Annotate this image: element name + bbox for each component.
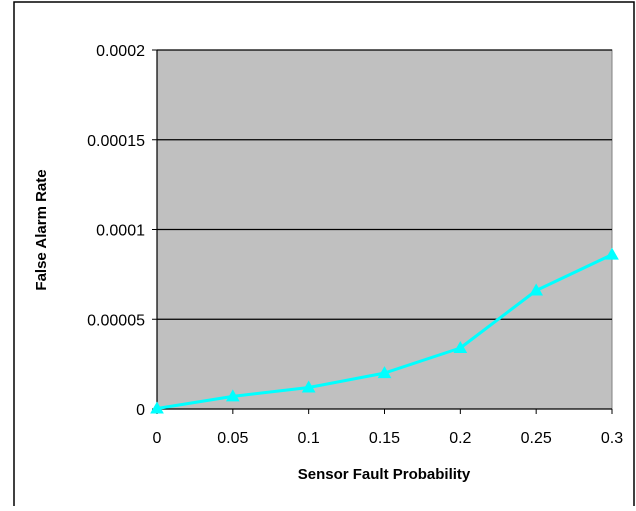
x-tick-label: 0.3 [601, 430, 623, 447]
x-tick-labels: 0 0.05 0.1 0.15 0.2 0.25 0.3 [153, 430, 624, 447]
y-tick-label: 0.0002 [96, 43, 145, 60]
data-point [453, 340, 468, 353]
x-tick-label: 0.25 [521, 430, 552, 447]
chart-border [13, 1, 635, 506]
x-axis-title: Sensor Fault Probability [298, 466, 471, 483]
x-tick-label: 0.05 [217, 430, 248, 447]
y-tick-labels: 0 0.00005 0.0001 0.00015 0.0002 [87, 43, 145, 419]
x-tick-label: 0.1 [298, 430, 320, 447]
data-point [301, 380, 316, 393]
data-point [225, 389, 240, 402]
y-tick-label: 0.00005 [87, 312, 145, 329]
data-point [529, 283, 544, 296]
y-axis-title: False Alarm Rate [33, 169, 50, 290]
axes [152, 49, 613, 414]
y-tick-label: 0 [136, 402, 145, 419]
data-point [605, 247, 619, 260]
x-tick-label: 0.15 [369, 430, 400, 447]
data-point [150, 401, 164, 414]
y-tick-label: 0.00015 [87, 133, 145, 150]
gridlines [157, 49, 612, 320]
x-tick-label: 0.2 [449, 430, 471, 447]
data-point [377, 366, 392, 379]
x-tick-label: 0 [153, 430, 162, 447]
y-tick-label: 0.0001 [96, 223, 145, 240]
series [150, 247, 619, 414]
